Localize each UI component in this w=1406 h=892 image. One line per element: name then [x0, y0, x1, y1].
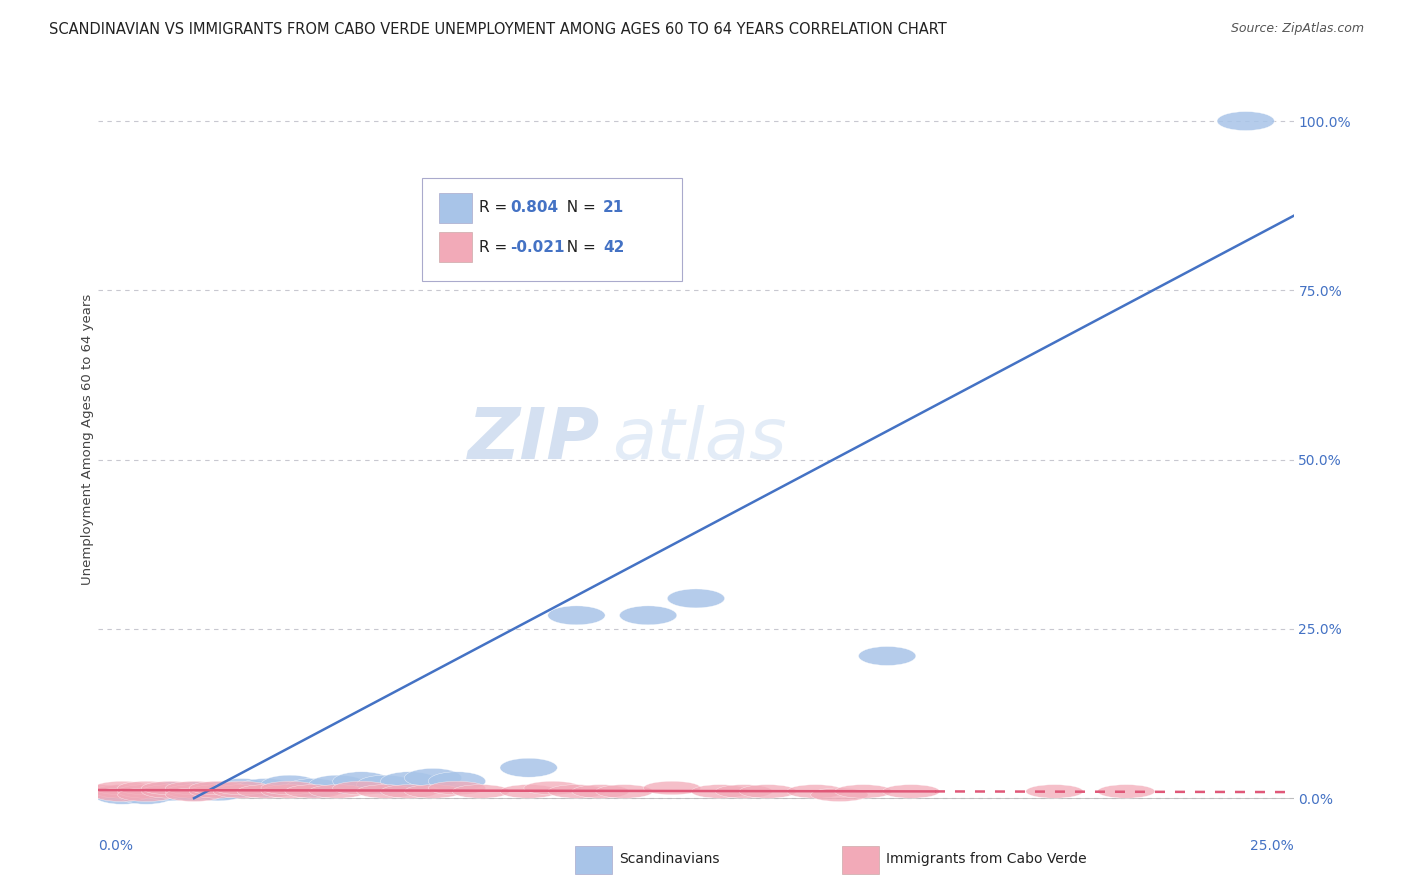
Ellipse shape — [381, 785, 437, 798]
Ellipse shape — [381, 772, 437, 790]
Ellipse shape — [190, 785, 246, 798]
Text: 0.804: 0.804 — [510, 201, 558, 215]
Ellipse shape — [190, 781, 246, 795]
Ellipse shape — [166, 785, 222, 798]
Ellipse shape — [692, 785, 748, 798]
Ellipse shape — [835, 785, 891, 798]
Ellipse shape — [118, 788, 174, 802]
Ellipse shape — [285, 779, 342, 797]
Ellipse shape — [548, 785, 605, 798]
Ellipse shape — [429, 781, 485, 795]
Ellipse shape — [166, 781, 222, 795]
Text: Immigrants from Cabo Verde: Immigrants from Cabo Verde — [886, 852, 1087, 866]
Ellipse shape — [190, 782, 246, 801]
Ellipse shape — [740, 785, 796, 798]
Ellipse shape — [142, 781, 198, 795]
Ellipse shape — [70, 785, 127, 798]
Ellipse shape — [548, 606, 605, 624]
Text: N =: N = — [557, 240, 600, 254]
Ellipse shape — [405, 768, 461, 788]
Text: -0.021: -0.021 — [510, 240, 565, 254]
Ellipse shape — [118, 781, 174, 795]
Ellipse shape — [572, 785, 628, 798]
Ellipse shape — [620, 606, 676, 624]
Ellipse shape — [357, 775, 413, 794]
Ellipse shape — [285, 785, 342, 798]
Ellipse shape — [214, 781, 270, 795]
Text: 42: 42 — [603, 240, 624, 254]
Ellipse shape — [94, 781, 150, 795]
Ellipse shape — [262, 775, 318, 794]
Ellipse shape — [501, 758, 557, 777]
Text: 0.0%: 0.0% — [98, 838, 134, 853]
Ellipse shape — [524, 781, 581, 795]
Ellipse shape — [644, 781, 700, 795]
Ellipse shape — [142, 782, 198, 801]
Ellipse shape — [1026, 785, 1083, 798]
Ellipse shape — [238, 779, 294, 797]
Ellipse shape — [429, 772, 485, 790]
Ellipse shape — [94, 788, 150, 802]
Ellipse shape — [214, 779, 270, 797]
Ellipse shape — [94, 785, 150, 798]
Ellipse shape — [787, 785, 844, 798]
Ellipse shape — [501, 785, 557, 798]
Ellipse shape — [333, 781, 389, 795]
Text: 25.0%: 25.0% — [1250, 838, 1294, 853]
Ellipse shape — [214, 785, 270, 798]
Ellipse shape — [309, 785, 366, 798]
Ellipse shape — [94, 785, 150, 805]
Ellipse shape — [357, 785, 413, 798]
Ellipse shape — [166, 788, 222, 802]
Text: Scandinavians: Scandinavians — [619, 852, 718, 866]
Ellipse shape — [453, 785, 509, 798]
Ellipse shape — [262, 781, 318, 795]
Ellipse shape — [596, 785, 652, 798]
Ellipse shape — [716, 785, 772, 798]
Ellipse shape — [118, 785, 174, 805]
Y-axis label: Unemployment Among Ages 60 to 64 years: Unemployment Among Ages 60 to 64 years — [80, 293, 94, 585]
Ellipse shape — [309, 775, 366, 794]
Text: ZIP: ZIP — [468, 405, 600, 474]
Ellipse shape — [1218, 112, 1274, 130]
Ellipse shape — [668, 589, 724, 608]
Text: Source: ZipAtlas.com: Source: ZipAtlas.com — [1230, 22, 1364, 36]
Text: atlas: atlas — [613, 405, 787, 474]
Text: SCANDINAVIAN VS IMMIGRANTS FROM CABO VERDE UNEMPLOYMENT AMONG AGES 60 TO 64 YEAR: SCANDINAVIAN VS IMMIGRANTS FROM CABO VER… — [49, 22, 948, 37]
Ellipse shape — [859, 647, 915, 665]
Ellipse shape — [262, 785, 318, 798]
Text: 21: 21 — [603, 201, 624, 215]
Ellipse shape — [883, 785, 939, 798]
Ellipse shape — [333, 772, 389, 790]
Ellipse shape — [166, 782, 222, 801]
Text: R =: R = — [479, 240, 513, 254]
Ellipse shape — [405, 785, 461, 798]
Ellipse shape — [142, 785, 198, 798]
Ellipse shape — [1098, 785, 1154, 798]
Text: N =: N = — [557, 201, 600, 215]
Text: R =: R = — [479, 201, 513, 215]
Ellipse shape — [238, 785, 294, 798]
Ellipse shape — [811, 788, 868, 802]
Ellipse shape — [118, 785, 174, 798]
